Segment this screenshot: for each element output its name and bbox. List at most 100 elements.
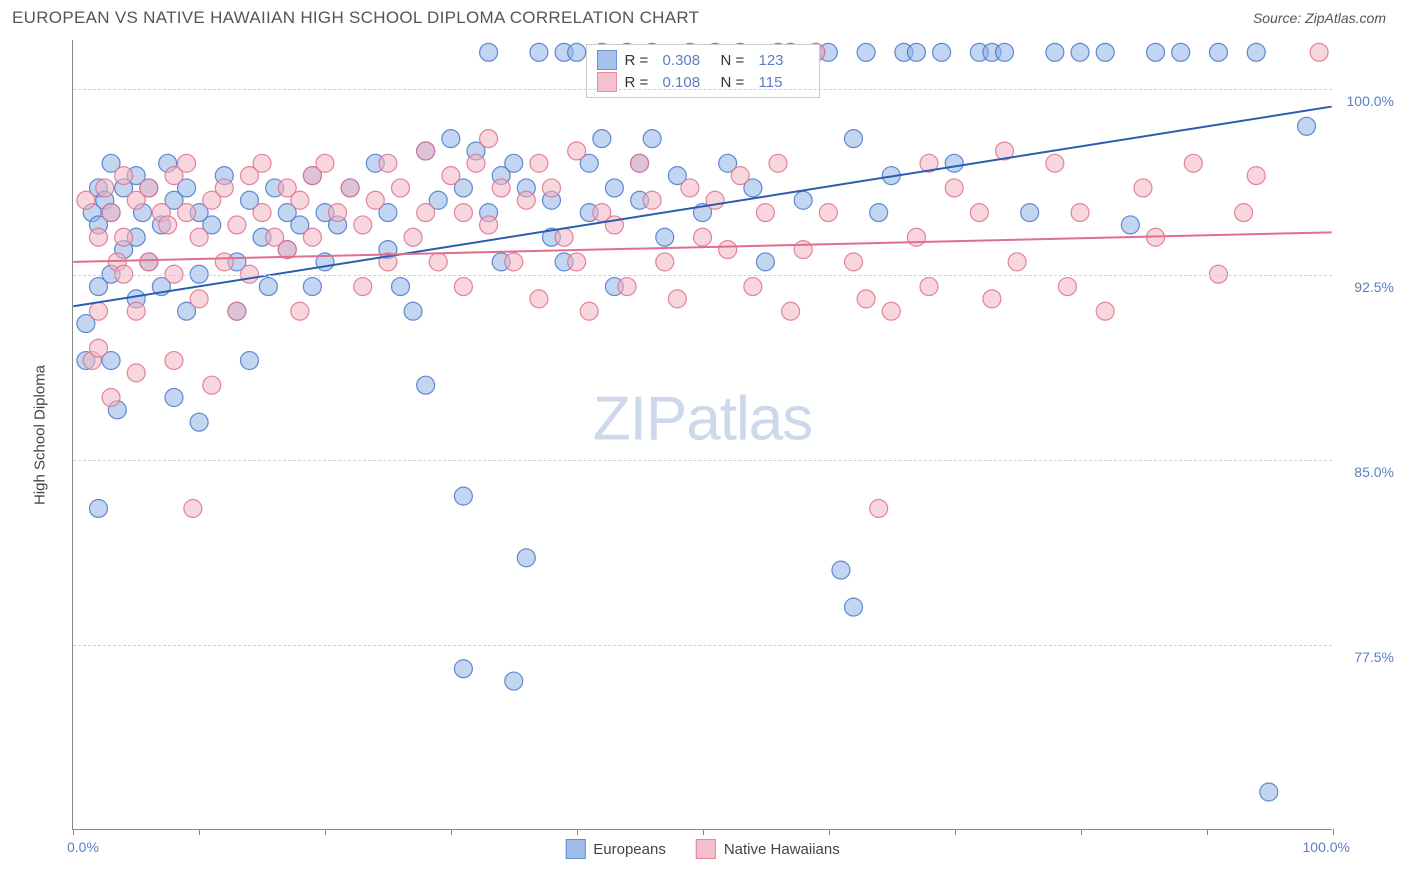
data-point (731, 167, 749, 185)
data-point (907, 43, 925, 61)
data-point (794, 241, 812, 259)
data-point (970, 204, 988, 222)
data-point (77, 191, 95, 209)
data-point (228, 216, 246, 234)
data-point (329, 204, 347, 222)
data-point (89, 302, 107, 320)
data-point (480, 43, 498, 61)
data-point (316, 154, 334, 172)
x-tick (577, 829, 578, 835)
x-tick (829, 829, 830, 835)
data-point (203, 376, 221, 394)
data-point (857, 290, 875, 308)
legend-swatch (696, 839, 716, 859)
data-point (996, 43, 1014, 61)
data-point (643, 191, 661, 209)
data-point (391, 179, 409, 197)
data-point (505, 154, 523, 172)
data-point (870, 499, 888, 517)
data-point (605, 179, 623, 197)
y-tick-label: 85.0% (1354, 464, 1394, 480)
data-point (102, 389, 120, 407)
data-point (480, 130, 498, 148)
data-point (568, 43, 586, 61)
data-point (756, 253, 774, 271)
data-point (530, 290, 548, 308)
data-point (303, 278, 321, 296)
data-point (89, 339, 107, 357)
data-point (1147, 43, 1165, 61)
data-point (190, 413, 208, 431)
data-point (1247, 167, 1265, 185)
data-point (1071, 204, 1089, 222)
data-point (631, 154, 649, 172)
legend-r-label: R = (625, 74, 655, 91)
data-point (190, 290, 208, 308)
data-point (543, 179, 561, 197)
data-point (819, 204, 837, 222)
data-point (744, 278, 762, 296)
data-point (694, 228, 712, 246)
data-point (1209, 43, 1227, 61)
legend-n-value: 115 (759, 74, 809, 91)
data-point (1096, 43, 1114, 61)
legend-row: R = 0.308 N = 123 (597, 49, 809, 71)
data-point (115, 167, 133, 185)
x-tick (703, 829, 704, 835)
data-point (354, 216, 372, 234)
data-point (190, 228, 208, 246)
x-tick (955, 829, 956, 835)
data-point (845, 598, 863, 616)
data-point (656, 228, 674, 246)
data-point (857, 43, 875, 61)
legend-r-label: R = (625, 52, 655, 69)
data-point (794, 191, 812, 209)
data-point (102, 204, 120, 222)
data-point (568, 253, 586, 271)
plot-area: ZIPatlas R = 0.308 N = 123 R = 0.108 N =… (72, 40, 1332, 830)
data-point (1046, 43, 1064, 61)
legend-item: Europeans (565, 839, 666, 859)
gridline (73, 460, 1332, 461)
data-point (983, 290, 1001, 308)
data-point (366, 191, 384, 209)
y-tick-label: 77.5% (1354, 649, 1394, 665)
gridline (73, 275, 1332, 276)
data-point (568, 142, 586, 160)
x-tick (451, 829, 452, 835)
x-tick (199, 829, 200, 835)
data-point (417, 204, 435, 222)
legend-series-label: Native Hawaiians (724, 841, 840, 858)
data-point (1298, 117, 1316, 135)
data-point (140, 253, 158, 271)
data-point (178, 154, 196, 172)
data-point (1008, 253, 1026, 271)
data-point (127, 302, 145, 320)
data-point (454, 204, 472, 222)
data-point (530, 154, 548, 172)
data-point (96, 179, 114, 197)
data-point (933, 43, 951, 61)
data-point (215, 253, 233, 271)
data-point (417, 376, 435, 394)
legend-series-label: Europeans (593, 841, 666, 858)
data-point (681, 179, 699, 197)
legend-r-value: 0.308 (663, 52, 713, 69)
legend-item: Native Hawaiians (696, 839, 840, 859)
data-point (643, 130, 661, 148)
data-point (782, 302, 800, 320)
data-point (228, 302, 246, 320)
data-point (1121, 216, 1139, 234)
data-point (1134, 179, 1152, 197)
data-point (1247, 43, 1265, 61)
data-point (442, 167, 460, 185)
data-point (656, 253, 674, 271)
data-point (618, 278, 636, 296)
data-point (240, 352, 258, 370)
data-point (291, 302, 309, 320)
data-point (140, 179, 158, 197)
data-point (291, 191, 309, 209)
data-point (215, 179, 233, 197)
legend-n-label: N = (721, 52, 751, 69)
data-point (1096, 302, 1114, 320)
